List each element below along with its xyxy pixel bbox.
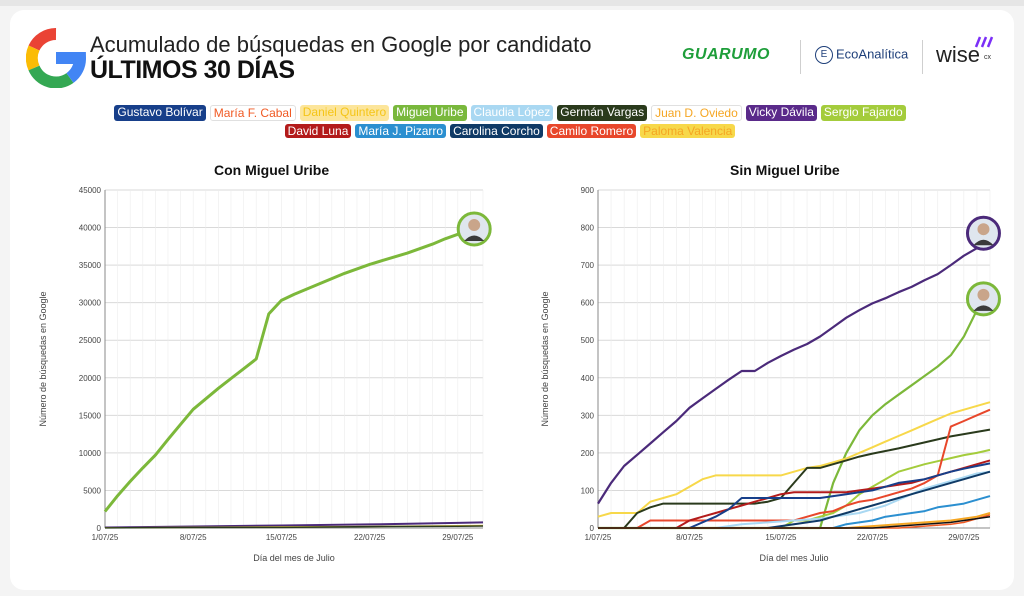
legend-item: Sergio Fajardo (820, 105, 906, 121)
brand-divider (922, 40, 923, 74)
series-line-paloma-valencia (597, 401, 991, 518)
x-tick-label: 29/07/25 (442, 533, 474, 542)
y-axis-title: Número de búsquedas en Google (38, 291, 48, 426)
y-tick-label: 25000 (79, 336, 102, 345)
wise-cx-label: cx (984, 54, 991, 61)
y-tick-label: 200 (581, 449, 595, 458)
legend-item: Claudia López (470, 105, 554, 121)
x-axis-title: Día del mes Julio (759, 553, 828, 563)
chart-sin-miguel-uribe: 0 100 200 300 400 500 600 700 800 900 1/07/25 8/07/… (540, 186, 1001, 563)
series-line-vicky-d-vila (597, 247, 978, 505)
legend-item: María J. Pizarro (355, 124, 447, 138)
candidate-avatar (456, 211, 492, 247)
y-tick-label: 10000 (79, 449, 102, 458)
x-tick-label: 29/07/25 (948, 533, 980, 542)
legend-row: David Luna María J. Pizarro Carolina Corch… (20, 124, 1000, 138)
avatar-face (977, 223, 990, 236)
top-strip (0, 0, 1024, 6)
y-tick-label: 0 (97, 524, 102, 533)
legend: Gustavo Bolívar María F. Cabal Daniel Quin… (20, 105, 1000, 141)
y-tick-label: 700 (581, 261, 595, 270)
ecoanalitica-icon: E (815, 46, 833, 64)
legend-item: Vicky Dávila (745, 105, 817, 121)
legend-item: Carolina Corcho (450, 124, 543, 138)
ecoanalitica-label: EcoAnalítica (836, 46, 909, 62)
x-tick-label: 15/07/25 (765, 533, 797, 542)
y-tick-label: 800 (581, 224, 595, 233)
x-tick-label: 22/07/25 (354, 533, 386, 542)
avatar-face (977, 288, 990, 301)
guarumo-logo: GUARUMO (682, 46, 770, 63)
y-tick-label: 900 (581, 186, 595, 195)
series-line-germ-n-vargas (598, 428, 991, 529)
legend-row: Gustavo Bolívar María F. Cabal Daniel Quin… (20, 105, 1000, 121)
series-line-daniel-quintero (598, 515, 991, 529)
legend-item: María F. Cabal (209, 105, 296, 121)
legend-item: Germán Vargas (557, 105, 648, 121)
series-line-carolina-corcho (598, 470, 991, 529)
legend-item: Gustavo Bolívar (114, 105, 206, 121)
x-tick-label: 15/07/25 (266, 533, 298, 542)
y-axis-title: Número de búsquedas en Google (540, 291, 550, 426)
y-tick-label: 15000 (79, 411, 102, 420)
y-tick-label: 400 (581, 374, 595, 383)
candidate-avatar (965, 281, 1001, 317)
legend-item: Paloma Valencia (640, 124, 736, 138)
brand-divider (800, 40, 801, 74)
series-line-miguel-uribe (103, 229, 471, 513)
legend-item: Miguel Uribe (393, 105, 467, 121)
legend-item: David Luna (284, 124, 352, 138)
y-tick-label: 100 (581, 486, 595, 495)
google-g-logo (26, 28, 86, 88)
avatar-face (468, 219, 481, 232)
y-tick-label: 500 (581, 336, 595, 345)
x-tick-label: 22/07/25 (857, 533, 889, 542)
y-tick-label: 0 (590, 524, 595, 533)
page-title: Acumulado de búsquedas en Google por can… (90, 32, 592, 57)
y-tick-label: 600 (581, 299, 595, 308)
series-line-mar-a-j-pizarro (598, 495, 991, 529)
x-tick-label: 8/07/25 (180, 533, 207, 542)
candidate-avatar (965, 215, 1001, 251)
legend-item: Juan D. Oviedo (651, 105, 742, 121)
y-tick-label: 20000 (79, 374, 102, 383)
x-tick-label: 1/07/25 (92, 533, 119, 542)
chart-con-miguel-uribe: 0 5000 10000 15000 20000 25000 30000 35000 40000… (38, 186, 492, 563)
ecoanalitica-logo: E EcoAnalítica (815, 46, 908, 64)
series-line-miguel-uribe (598, 309, 978, 530)
x-tick-label: 1/07/25 (585, 533, 612, 542)
page-subtitle: ÚLTIMOS 30 DÍAS (90, 56, 295, 84)
series-line-germ-n-vargas (104, 525, 484, 529)
legend-item: Daniel Quintero (299, 105, 390, 121)
y-tick-label: 30000 (79, 299, 102, 308)
avatar-shoulders (973, 239, 994, 246)
series-line-camilo-romero (598, 408, 991, 529)
y-tick-label: 45000 (79, 186, 102, 195)
x-axis-title: Día del mes de Julio (253, 553, 335, 563)
series-line-vicky-d-vila (104, 521, 484, 529)
y-tick-label: 35000 (79, 261, 102, 270)
series-line-claudia-l-pez (598, 470, 991, 529)
series-line-gustavo-bol-var (598, 462, 991, 529)
wise-logo: wise (936, 42, 981, 67)
x-tick-label: 8/07/25 (676, 533, 703, 542)
y-tick-label: 5000 (83, 486, 101, 495)
y-tick-label: 40000 (79, 224, 102, 233)
legend-item: Camilo Romero (546, 124, 637, 138)
avatar-shoulders (464, 235, 485, 242)
left-chart-title: Con Miguel Uribe (214, 162, 330, 178)
y-tick-label: 300 (581, 411, 595, 420)
right-chart-title: Sin Miguel Uribe (730, 162, 840, 178)
avatar-shoulders (973, 305, 994, 311)
wise-mark-icon (974, 36, 994, 48)
